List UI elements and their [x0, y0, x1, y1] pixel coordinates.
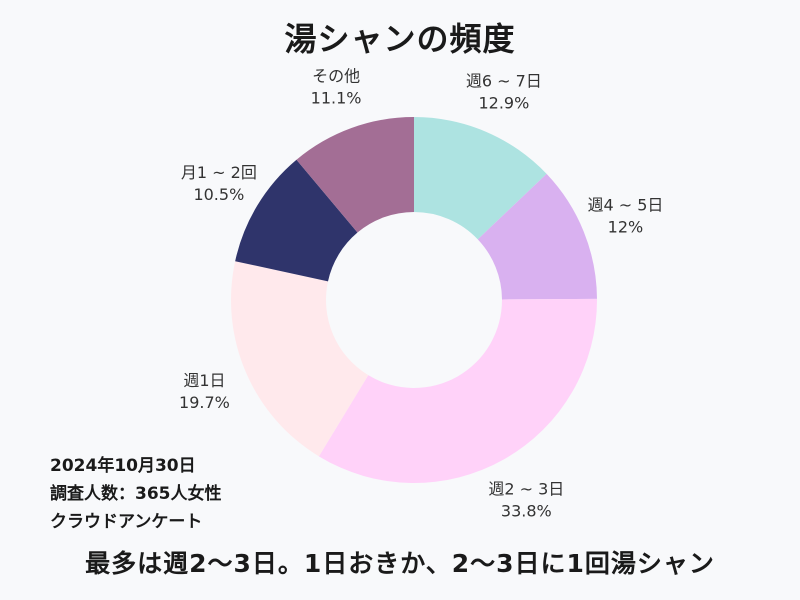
summary-caption: 最多は週2～3日。1日おきか、2～3日に1回湯シャン: [85, 549, 715, 578]
slice-percent-1: 12.9%: [478, 93, 529, 112]
slice-label-5: 月1 ~ 2回: [181, 163, 257, 182]
survey-date: 2024年10月30日: [50, 456, 196, 476]
slice-label-6: その他: [312, 67, 360, 86]
slice-3: [318, 298, 597, 483]
slice-percent-5: 10.5%: [193, 185, 244, 204]
slice-1: [414, 117, 547, 240]
slice-label-2: 週4 ~ 5日: [587, 196, 663, 215]
slice-label-1: 週6 ~ 7日: [466, 71, 542, 90]
slice-percent-6: 11.1%: [311, 89, 362, 108]
survey-info: 2024年10月30日 調査人数：365人女性 クラウドアンケート: [50, 452, 222, 536]
slice-label-3: 週2 ~ 3日: [488, 479, 564, 498]
slice-percent-2: 12%: [608, 218, 644, 237]
slice-percent-3: 33.8%: [501, 501, 552, 520]
chart-title: 湯シャンの頻度: [284, 20, 516, 58]
slice-6: [296, 117, 414, 233]
survey-respondents: 調査人数：365人女性: [50, 484, 222, 504]
slice-label-4: 週1日: [183, 371, 225, 390]
slice-4: [231, 261, 369, 457]
donut-slices: [231, 117, 597, 483]
survey-method: クラウドアンケート: [50, 512, 203, 532]
slice-5: [235, 159, 358, 282]
slice-percent-4: 19.7%: [179, 393, 230, 412]
slice-labels: 週6 ~ 7日 12.9% 週4 ~ 5日 12% 週2 ~ 3日 33.8% 週1日 19.…: [179, 67, 663, 521]
slice-2: [477, 173, 597, 300]
